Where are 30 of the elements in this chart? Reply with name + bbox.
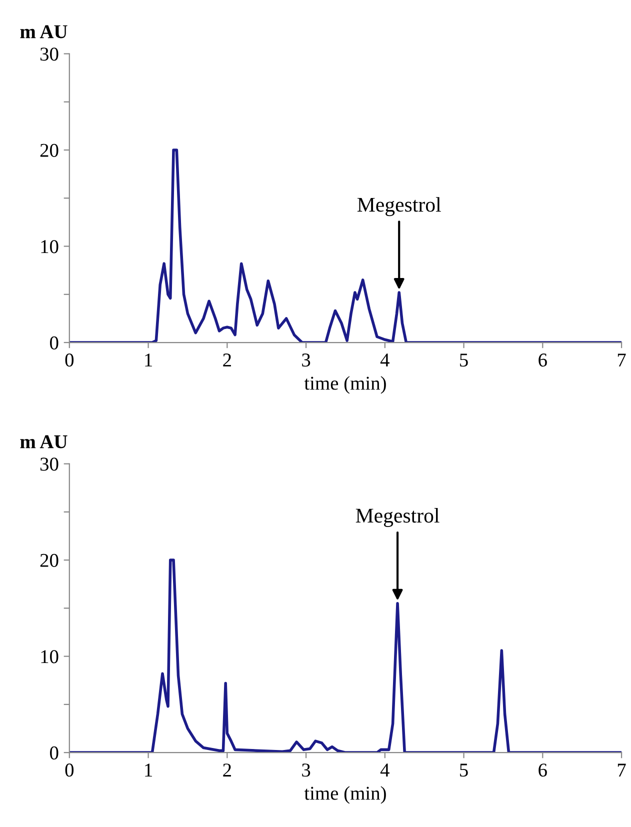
x-tick-label: 2 (223, 354, 231, 366)
y-tick-label: 30 (40, 458, 58, 471)
y-tick-label: 20 (40, 144, 58, 157)
y-axis-title: m AU (20, 25, 68, 38)
x-tick-label: 5 (460, 764, 468, 777)
x-tick-label: 6 (538, 354, 547, 367)
x-tick-label: 4 (380, 764, 390, 776)
x-tick-label: 2 (223, 764, 231, 776)
x-tick-label: 1 (145, 764, 152, 776)
y-axis-title: m AU (20, 435, 68, 448)
annotation: Megestrol (356, 508, 440, 527)
y-tick-label: 0 (50, 746, 58, 760)
x-axis-title: time (min) (304, 376, 386, 394)
x-tick-label: 3 (302, 354, 310, 367)
x-tick-label: 1 (145, 354, 152, 366)
x-tick-label: 6 (538, 764, 547, 777)
x-tick-label: 7 (618, 764, 626, 776)
y-tick-label: 30 (40, 48, 58, 61)
x-tick-label: 5 (460, 354, 468, 367)
y-tick-label: 0 (50, 336, 58, 350)
x-tick-label: 0 (65, 354, 74, 367)
x-tick-label: 4 (380, 354, 390, 366)
x-tick-label: 0 (65, 764, 74, 777)
x-axis-title: time (min) (304, 786, 386, 804)
x-tick-label: 7 (618, 354, 626, 366)
y-tick-label: 10 (41, 650, 58, 664)
annotation: Megestrol (357, 197, 441, 216)
y-tick-label: 10 (41, 240, 58, 254)
y-tick-label: 20 (40, 554, 58, 567)
x-tick-label: 3 (302, 764, 310, 777)
